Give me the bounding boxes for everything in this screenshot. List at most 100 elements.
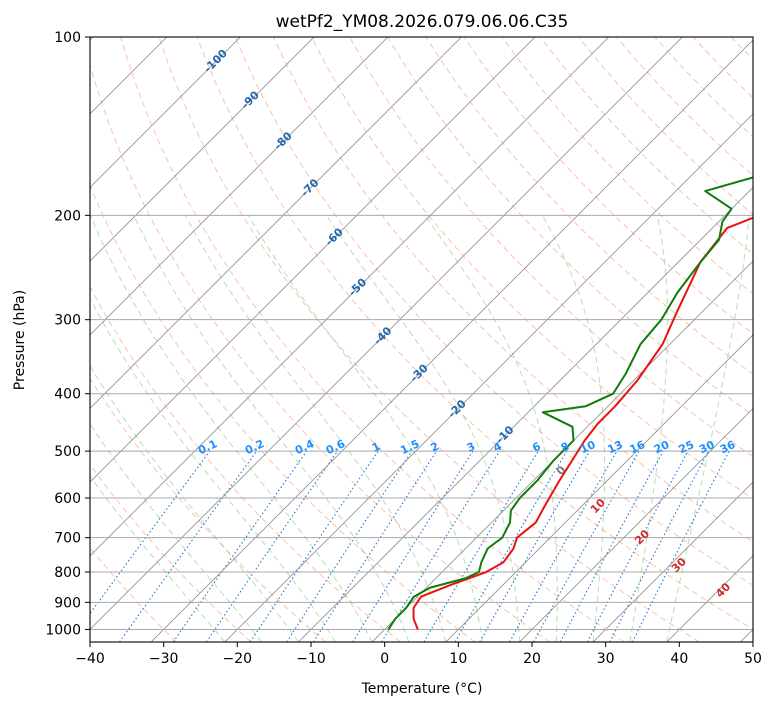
isotherm-line <box>371 260 753 642</box>
mixing-ratio-label: 20 <box>652 438 672 456</box>
dry-adiabat <box>196 37 753 630</box>
x-tick-label: 40 <box>670 651 688 667</box>
moist-adiabat <box>326 215 520 642</box>
x-tick-label: −40 <box>75 651 105 667</box>
dry-adiabat <box>539 37 753 255</box>
y-tick-label: 400 <box>54 387 81 403</box>
dry-adiabat <box>90 377 327 642</box>
mixing-ratio-line <box>586 450 689 642</box>
isotherm-label: -90 <box>239 88 262 111</box>
x-axis-label: Temperature (°C) <box>361 681 483 697</box>
mixing-ratio-line <box>423 450 539 642</box>
mixing-ratio-line <box>632 450 730 642</box>
isotherm-line <box>298 186 753 642</box>
mixing-ratio-line <box>90 450 211 615</box>
isotherm-line <box>224 113 753 642</box>
x-tick-label: 10 <box>449 651 467 667</box>
y-tick-label: 500 <box>54 444 81 460</box>
mixing-ratio-label: 10 <box>578 438 598 456</box>
y-axis-label: Pressure (hPa) <box>12 290 28 390</box>
mixing-ratio-line <box>172 450 308 642</box>
x-tick-label: 20 <box>523 651 541 667</box>
dry-adiabat <box>349 37 753 458</box>
y-axis-ticks: 100 200 300 400 500 600 700 800 900 1000 <box>45 30 90 638</box>
dry-adiabat <box>578 37 753 216</box>
moist-adiabat <box>90 364 299 642</box>
moist-adiabat <box>184 215 447 642</box>
moist-adiabat <box>541 215 606 642</box>
mixing-ratio-label: 0.4 <box>293 437 316 457</box>
x-tick-label: −10 <box>296 651 326 667</box>
dry-adiabat <box>158 37 700 642</box>
mixing-ratio-line <box>313 450 438 642</box>
sounding-line <box>387 176 753 630</box>
x-tick-label: 30 <box>597 651 615 667</box>
isotherm-line <box>740 628 753 642</box>
dry-adiabat <box>120 37 625 642</box>
isotherm-label: -100 <box>201 47 230 76</box>
y-tick-label: 300 <box>54 313 81 329</box>
isotherm-line <box>90 37 389 336</box>
moist-adiabat-label: 20 <box>632 527 652 547</box>
moist-adiabat <box>666 215 750 642</box>
mixing-ratio-label: 30 <box>697 438 717 456</box>
x-tick-label: −20 <box>223 651 253 667</box>
dry-adiabat <box>272 37 753 543</box>
y-tick-label: 800 <box>54 565 81 581</box>
mixing-ratio-label: 13 <box>606 438 625 456</box>
mixing-ratio-line <box>533 450 640 642</box>
y-tick-label: 900 <box>54 595 81 611</box>
dry-adiabat <box>692 37 753 99</box>
plot-frame <box>89 36 754 643</box>
y-tick-label: 700 <box>54 531 81 547</box>
isotherm-line <box>90 37 241 189</box>
moist-adiabat <box>133 215 410 642</box>
isotherm-line <box>90 37 536 483</box>
isotherm-line <box>90 37 315 262</box>
mixing-ratio-line <box>249 450 379 642</box>
mixing-ratio-label: 0.2 <box>243 437 266 457</box>
mixing-ratio-line <box>381 450 500 642</box>
mixing-ratio-line <box>119 450 258 642</box>
isotherm-line <box>90 37 462 410</box>
y-tick-label: 200 <box>54 208 81 224</box>
y-tick-label: 600 <box>54 491 81 507</box>
mixing-ratio-label: 1.5 <box>398 437 421 457</box>
moist-adiabat <box>90 215 373 642</box>
isotherm-label: -60 <box>323 225 346 248</box>
mixing-ratio-line <box>454 450 568 642</box>
moist-adiabat <box>424 215 558 642</box>
dry-adiabat <box>90 463 252 642</box>
dry-adiabat <box>90 285 401 642</box>
x-tick-label: −30 <box>149 651 179 667</box>
isotherm-line <box>90 37 610 557</box>
mixing-ratio-label: 16 <box>628 438 648 456</box>
mixing-ratio-line <box>205 450 338 642</box>
mixing-ratio-label: 3 <box>465 440 477 455</box>
y-tick-label: 1000 <box>45 622 81 638</box>
isopleth-labels: -100-90-80-70-60-50-40-30-20-100.1 0.2 0.4… <box>196 47 738 601</box>
isotherm-label: -50 <box>346 276 369 299</box>
isotherm-line <box>592 481 753 642</box>
isotherm-line <box>519 407 753 642</box>
mixing-ratio-line <box>509 450 618 642</box>
dry-adiabat <box>90 184 476 642</box>
x-tick-label: 0 <box>380 651 389 667</box>
dry-adiabat <box>387 37 753 416</box>
isotherm-line <box>150 39 753 642</box>
mixing-ratio-label: 6 <box>530 440 543 455</box>
mixing-ratio-line <box>352 450 474 642</box>
mixing-ratio-line <box>286 450 413 642</box>
moist-adiabat-label: 10 <box>588 496 608 516</box>
mixing-ratio-line <box>559 450 664 642</box>
dry-adiabat <box>234 37 753 586</box>
chart-title: wetPf2_YM08.2026.079.06.06.C35 <box>276 12 569 32</box>
sounding-profiles <box>387 176 753 630</box>
mixing-ratio-label: 0.1 <box>196 437 219 457</box>
pressure-gridlines <box>90 37 753 642</box>
isotherm-line <box>445 334 753 642</box>
mixing-ratio-label: 0.6 <box>324 437 347 457</box>
isotherm-label: -40 <box>371 324 394 347</box>
mixing-ratio-label: 1 <box>370 440 382 455</box>
